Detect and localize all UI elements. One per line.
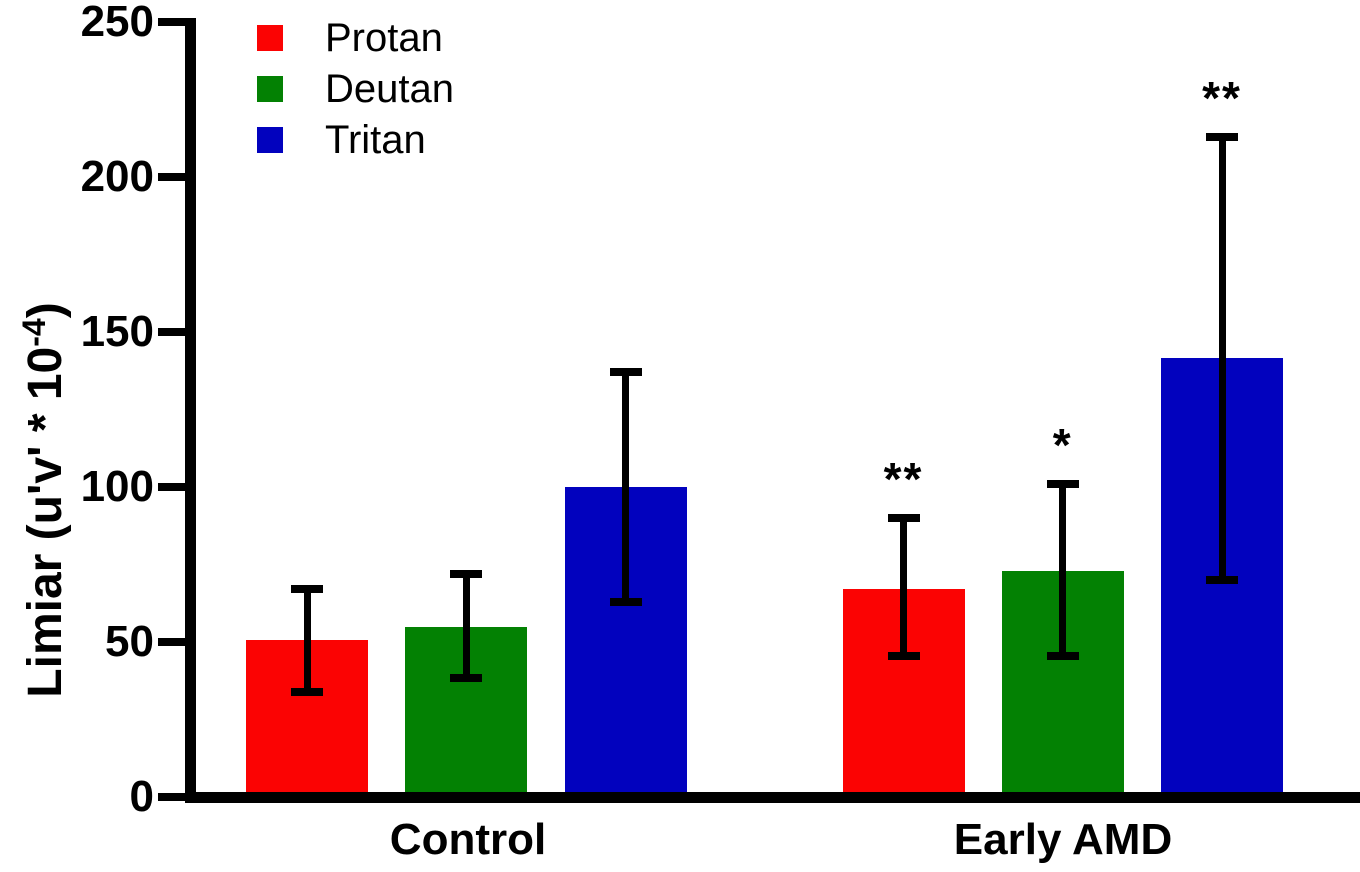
legend-swatch-protan [257, 25, 283, 51]
y-tick-mark [158, 483, 185, 491]
y-tick-label: 150 [80, 307, 154, 356]
error-bar-cap-top [291, 585, 323, 594]
x-category-label-control: Control [389, 815, 547, 864]
error-bar-cap-bottom [609, 597, 642, 606]
error-bar-cap-bottom [291, 687, 323, 696]
error-bar-cap-bottom [887, 651, 920, 660]
error-bar-cap-top [450, 569, 483, 578]
y-tick-label: 250 [80, 0, 154, 46]
error-bar-cap-bottom [1206, 576, 1238, 584]
y-tick-mark [158, 328, 185, 336]
y-tick-label: 0 [129, 772, 154, 821]
error-bar-cap-bottom [1046, 651, 1079, 660]
y-tick-label: 50 [105, 617, 154, 666]
y-tick-mark [158, 638, 185, 646]
x-category-label-early-amd: Early AMD [953, 815, 1173, 864]
error-bar-line [622, 372, 629, 602]
error-bar-line [1059, 483, 1067, 656]
significance-marker: ** [883, 453, 924, 505]
significance-marker: * [1052, 418, 1073, 471]
x-axis-line [185, 792, 1360, 803]
error-bar-line [303, 589, 311, 692]
legend-swatch-deutan [257, 76, 283, 102]
y-tick-mark [158, 173, 185, 181]
error-bar-cap-top [1046, 479, 1079, 488]
y-tick-mark [158, 18, 185, 26]
y-tick-label: 200 [80, 152, 154, 201]
significance-marker: ** [1202, 71, 1242, 124]
legend-swatch-tritan [257, 127, 283, 153]
y-axis-line [185, 18, 196, 803]
error-bar-line [900, 518, 907, 656]
error-bar-cap-top [1206, 132, 1238, 141]
error-bar-line [462, 573, 470, 678]
error-bar-cap-top [609, 368, 642, 377]
error-bar-line [1218, 136, 1226, 580]
y-tick-label: 100 [80, 462, 154, 511]
legend-label-protan: Protan [325, 16, 443, 60]
y-tick-mark [158, 793, 185, 801]
error-bar-cap-bottom [450, 673, 483, 682]
legend-label-tritan: Tritan [325, 118, 426, 162]
error-bar-cap-top [887, 514, 920, 522]
legend-label-deutan: Deutan [325, 67, 454, 111]
